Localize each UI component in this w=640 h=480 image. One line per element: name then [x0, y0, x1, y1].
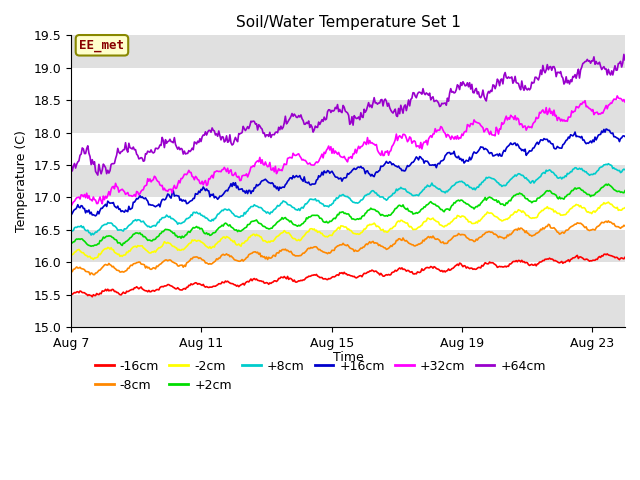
+8cm: [522, 175, 530, 180]
Title: Soil/Water Temperature Set 1: Soil/Water Temperature Set 1: [236, 15, 461, 30]
-2cm: [335, 225, 342, 230]
+64cm: [332, 105, 339, 110]
+32cm: [613, 93, 621, 99]
+8cm: [368, 188, 376, 194]
+16cm: [332, 174, 339, 180]
-2cm: [605, 199, 612, 205]
-8cm: [522, 228, 530, 234]
+2cm: [67, 240, 75, 246]
+8cm: [621, 167, 629, 173]
+64cm: [335, 109, 342, 115]
+16cm: [335, 176, 342, 182]
-16cm: [610, 254, 618, 260]
Line: -16cm: -16cm: [71, 254, 625, 297]
+32cm: [333, 151, 341, 157]
+64cm: [398, 107, 406, 112]
Line: +64cm: +64cm: [71, 54, 625, 175]
+32cm: [608, 100, 616, 106]
-16cm: [368, 267, 376, 273]
Text: EE_met: EE_met: [79, 39, 124, 52]
Line: -8cm: -8cm: [71, 221, 625, 275]
Line: +32cm: +32cm: [71, 96, 625, 206]
Bar: [71, 165, 625, 197]
+64cm: [609, 72, 616, 78]
+64cm: [621, 57, 629, 63]
+8cm: [610, 165, 618, 171]
Legend: -16cm, -8cm, -2cm, +2cm, +8cm, +16cm, +32cm, +64cm: -16cm, -8cm, -2cm, +2cm, +8cm, +16cm, +3…: [90, 355, 551, 397]
+64cm: [94, 172, 102, 178]
+2cm: [368, 206, 376, 212]
Bar: [71, 230, 625, 262]
-16cm: [67, 291, 75, 297]
+32cm: [521, 123, 529, 129]
Y-axis label: Temperature (C): Temperature (C): [15, 130, 28, 232]
+2cm: [87, 243, 95, 249]
Line: +8cm: +8cm: [71, 164, 625, 235]
+32cm: [621, 99, 629, 105]
+32cm: [67, 203, 75, 209]
+8cm: [87, 232, 95, 238]
+2cm: [610, 187, 618, 192]
+16cm: [602, 126, 610, 132]
+32cm: [330, 150, 338, 156]
+64cm: [368, 105, 376, 110]
-2cm: [522, 213, 530, 218]
Bar: [71, 100, 625, 132]
-2cm: [610, 204, 618, 210]
-2cm: [90, 256, 97, 262]
-16cm: [335, 273, 342, 278]
+8cm: [605, 161, 612, 167]
-2cm: [398, 217, 406, 223]
+16cm: [398, 168, 406, 174]
Line: +2cm: +2cm: [71, 184, 625, 246]
+64cm: [522, 86, 530, 92]
+16cm: [610, 134, 618, 140]
Bar: [71, 36, 625, 68]
X-axis label: Time: Time: [333, 351, 364, 364]
-16cm: [621, 254, 629, 260]
+16cm: [368, 171, 376, 177]
-2cm: [621, 205, 629, 211]
+16cm: [92, 213, 99, 219]
+16cm: [67, 212, 75, 218]
+32cm: [397, 134, 404, 140]
+2cm: [335, 212, 342, 217]
+16cm: [522, 153, 530, 158]
+2cm: [332, 216, 339, 222]
+8cm: [67, 228, 75, 234]
-16cm: [604, 251, 611, 257]
+2cm: [605, 181, 612, 187]
Bar: [71, 295, 625, 327]
-8cm: [335, 243, 342, 249]
-8cm: [368, 239, 376, 245]
+8cm: [335, 194, 342, 200]
+32cm: [367, 140, 374, 146]
-2cm: [332, 228, 339, 234]
-8cm: [86, 272, 94, 277]
+8cm: [398, 186, 406, 192]
-8cm: [605, 218, 612, 224]
Line: +16cm: +16cm: [71, 129, 625, 216]
+2cm: [522, 196, 530, 202]
+2cm: [621, 188, 629, 193]
-2cm: [67, 253, 75, 259]
-2cm: [368, 222, 376, 228]
+64cm: [620, 51, 628, 57]
-8cm: [398, 238, 406, 243]
-8cm: [332, 245, 339, 251]
Line: -2cm: -2cm: [71, 202, 625, 259]
-8cm: [610, 221, 618, 227]
-8cm: [67, 269, 75, 275]
-16cm: [398, 265, 406, 271]
+16cm: [621, 134, 629, 140]
+64cm: [67, 162, 75, 168]
-16cm: [88, 294, 96, 300]
+2cm: [398, 204, 406, 209]
-16cm: [522, 260, 530, 265]
-8cm: [621, 223, 629, 229]
-16cm: [332, 274, 339, 279]
+8cm: [332, 197, 339, 203]
